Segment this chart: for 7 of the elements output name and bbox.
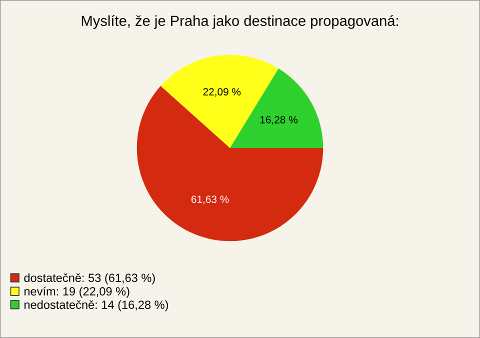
data-label: 22,09 % bbox=[203, 88, 241, 97]
legend-label: nedostatečně: 14 (16,28 %) bbox=[24, 300, 168, 312]
chart-title: Myslíte, že je Praha jako destinace propagovaná: bbox=[82, 15, 398, 29]
legend-label: dostatečně: 53 (61,63 %) bbox=[24, 273, 155, 284]
data-label: 16,28 % bbox=[260, 116, 298, 125]
data-label: 61,63 % bbox=[191, 196, 229, 204]
legend-label: nevím: 19 (22,09 %) bbox=[24, 286, 130, 298]
